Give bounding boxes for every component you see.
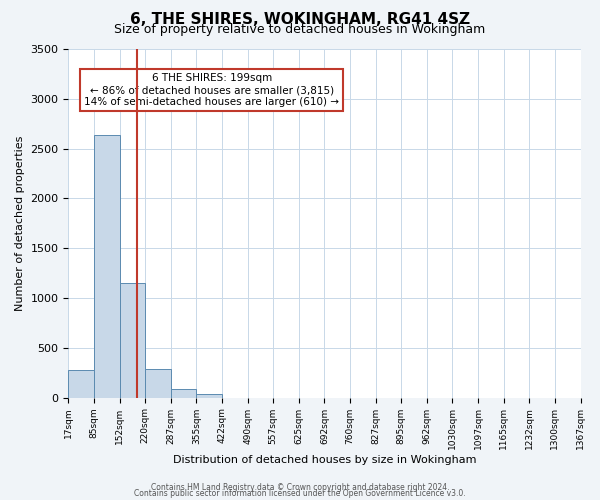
Bar xyxy=(196,394,222,398)
X-axis label: Distribution of detached houses by size in Wokingham: Distribution of detached houses by size … xyxy=(173,455,476,465)
Text: Contains HM Land Registry data © Crown copyright and database right 2024.: Contains HM Land Registry data © Crown c… xyxy=(151,484,449,492)
Text: Contains public sector information licensed under the Open Government Licence v3: Contains public sector information licen… xyxy=(134,490,466,498)
Bar xyxy=(171,388,196,398)
Bar xyxy=(94,134,119,398)
Y-axis label: Number of detached properties: Number of detached properties xyxy=(15,136,25,311)
Text: Size of property relative to detached houses in Wokingham: Size of property relative to detached ho… xyxy=(115,22,485,36)
Bar xyxy=(145,369,171,398)
Bar xyxy=(119,283,145,398)
Bar xyxy=(68,370,94,398)
Text: 6 THE SHIRES: 199sqm
← 86% of detached houses are smaller (3,815)
14% of semi-de: 6 THE SHIRES: 199sqm ← 86% of detached h… xyxy=(84,74,339,106)
Text: 6, THE SHIRES, WOKINGHAM, RG41 4SZ: 6, THE SHIRES, WOKINGHAM, RG41 4SZ xyxy=(130,12,470,28)
